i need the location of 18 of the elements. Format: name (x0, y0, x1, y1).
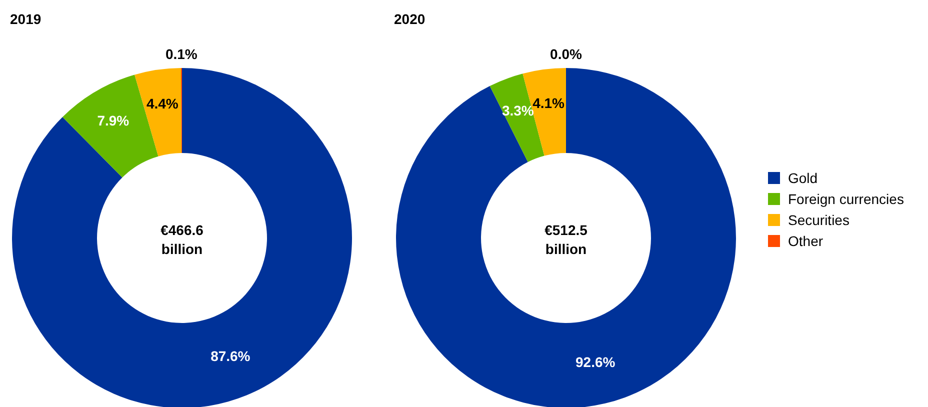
donut-slice (396, 68, 736, 407)
donut-slice (134, 68, 182, 156)
data-label: 0.1% (165, 46, 198, 62)
legend-label: Securities (788, 212, 850, 228)
text: €466.6 billion (160, 222, 204, 257)
chart-title: 2019 (10, 11, 42, 27)
data-label: 87.6% (210, 348, 251, 364)
data-label: 4.4% (146, 95, 179, 112)
legend-label: Gold (788, 170, 818, 186)
text: 0.0% (550, 46, 582, 62)
data-label: 92.6% (576, 354, 616, 370)
data-label: 7.9% (97, 112, 130, 129)
text: €512.5 billion (544, 222, 588, 257)
chart-title: 2020 (394, 11, 426, 27)
donut-slice (12, 68, 352, 407)
legend-label: Foreign currencies (788, 191, 904, 207)
legend-label: Other (788, 233, 824, 249)
data-label: 4.1% (532, 95, 566, 112)
